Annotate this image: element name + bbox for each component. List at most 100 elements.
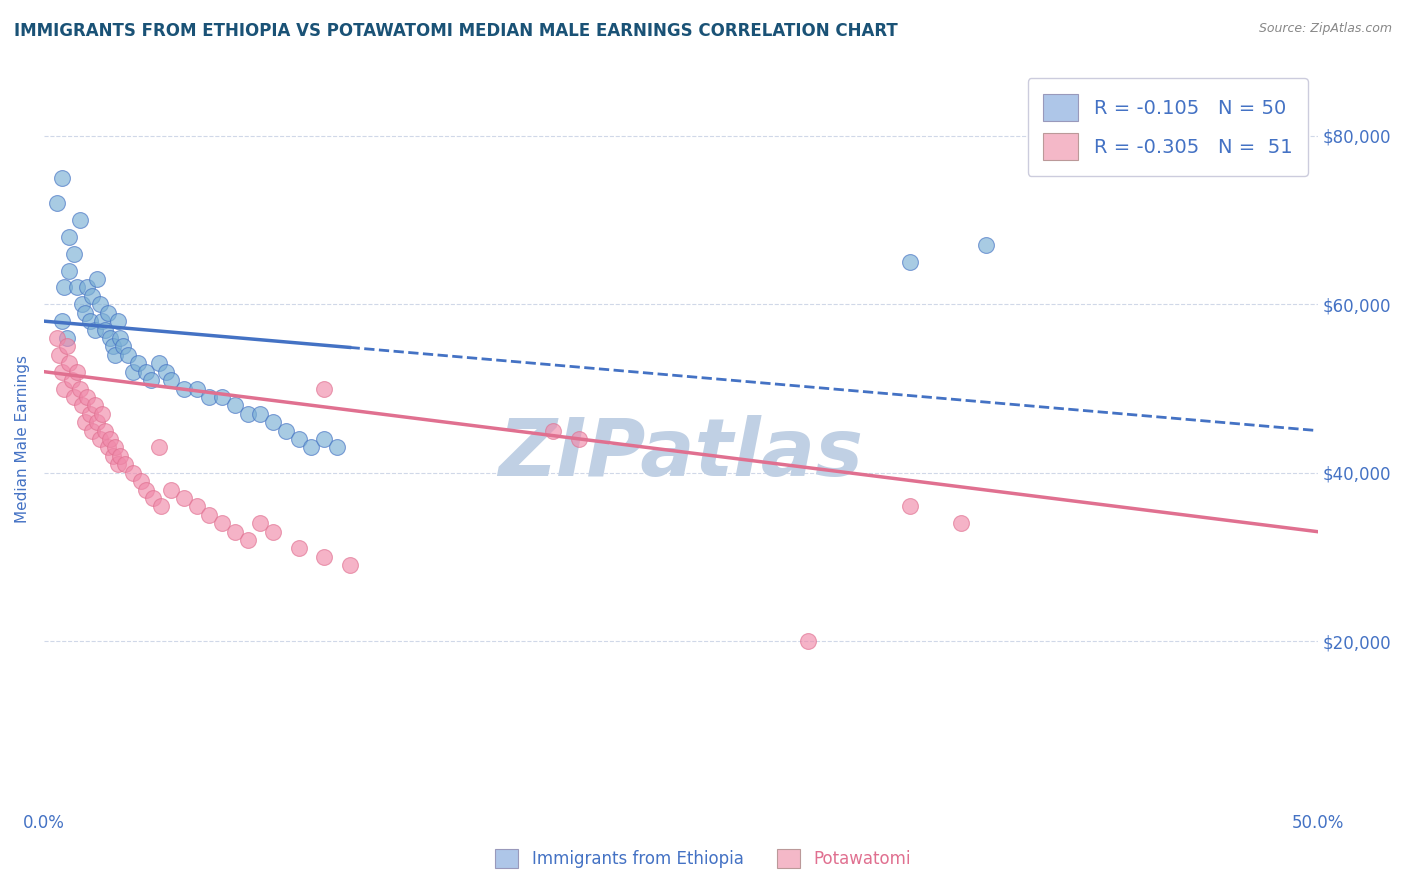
- Point: [89, 432, 111, 446]
- Point: [543, 424, 565, 438]
- Point: [53, 382, 76, 396]
- Point: [69, 382, 91, 396]
- Point: [110, 331, 132, 345]
- Point: [98, 432, 121, 446]
- Text: IMMIGRANTS FROM ETHIOPIA VS POTAWATOMI MEDIAN MALE EARNINGS CORRELATION CHART: IMMIGRANTS FROM ETHIOPIA VS POTAWATOMI M…: [14, 22, 898, 40]
- Point: [249, 516, 271, 531]
- Point: [76, 390, 98, 404]
- Point: [51, 365, 73, 379]
- Point: [89, 297, 111, 311]
- Point: [51, 314, 73, 328]
- Point: [160, 373, 183, 387]
- Point: [224, 524, 246, 539]
- Point: [56, 331, 79, 345]
- Point: [135, 483, 157, 497]
- Point: [79, 314, 101, 328]
- Point: [262, 415, 284, 429]
- Point: [104, 348, 127, 362]
- Point: [107, 314, 129, 328]
- Point: [98, 331, 121, 345]
- Point: [976, 238, 998, 252]
- Point: [949, 516, 972, 531]
- Point: [97, 441, 120, 455]
- Point: [58, 356, 80, 370]
- Point: [82, 289, 104, 303]
- Point: [198, 390, 221, 404]
- Point: [142, 491, 165, 505]
- Point: [129, 474, 152, 488]
- Legend: Immigrants from Ethiopia, Potawatomi: Immigrants from Ethiopia, Potawatomi: [488, 842, 918, 875]
- Point: [104, 441, 127, 455]
- Point: [53, 280, 76, 294]
- Point: [107, 458, 129, 472]
- Point: [186, 500, 208, 514]
- Point: [249, 407, 271, 421]
- Point: [339, 558, 361, 573]
- Point: [211, 390, 233, 404]
- Text: Source: ZipAtlas.com: Source: ZipAtlas.com: [1258, 22, 1392, 36]
- Point: [314, 382, 336, 396]
- Point: [139, 373, 162, 387]
- Point: [48, 348, 70, 362]
- Point: [91, 314, 114, 328]
- Point: [898, 255, 921, 269]
- Point: [58, 230, 80, 244]
- Point: [94, 424, 117, 438]
- Point: [797, 634, 820, 648]
- Point: [101, 449, 124, 463]
- Point: [224, 398, 246, 412]
- Point: [299, 441, 322, 455]
- Point: [148, 441, 170, 455]
- Point: [56, 339, 79, 353]
- Point: [287, 432, 309, 446]
- Point: [66, 280, 89, 294]
- Point: [73, 415, 96, 429]
- Point: [91, 407, 114, 421]
- Point: [160, 483, 183, 497]
- Point: [79, 407, 101, 421]
- Point: [60, 373, 83, 387]
- Point: [70, 398, 93, 412]
- Point: [86, 415, 108, 429]
- Point: [198, 508, 221, 522]
- Point: [274, 424, 297, 438]
- Point: [83, 398, 105, 412]
- Point: [83, 322, 105, 336]
- Point: [97, 306, 120, 320]
- Point: [70, 297, 93, 311]
- Point: [94, 322, 117, 336]
- Point: [58, 263, 80, 277]
- Point: [150, 500, 173, 514]
- Point: [51, 171, 73, 186]
- Point: [326, 441, 349, 455]
- Point: [211, 516, 233, 531]
- Point: [45, 331, 67, 345]
- Point: [45, 196, 67, 211]
- Point: [262, 524, 284, 539]
- Point: [82, 424, 104, 438]
- Point: [111, 339, 134, 353]
- Point: [114, 458, 136, 472]
- Legend: R = -0.105   N = 50, R = -0.305   N =  51: R = -0.105 N = 50, R = -0.305 N = 51: [1028, 78, 1308, 176]
- Point: [110, 449, 132, 463]
- Point: [86, 272, 108, 286]
- Point: [73, 306, 96, 320]
- Point: [127, 356, 149, 370]
- Point: [63, 390, 86, 404]
- Point: [101, 339, 124, 353]
- Point: [117, 348, 139, 362]
- Point: [69, 213, 91, 227]
- Point: [236, 407, 259, 421]
- Point: [155, 365, 177, 379]
- Point: [173, 382, 195, 396]
- Point: [236, 533, 259, 547]
- Point: [314, 432, 336, 446]
- Point: [66, 365, 89, 379]
- Point: [63, 247, 86, 261]
- Point: [122, 365, 145, 379]
- Point: [135, 365, 157, 379]
- Point: [898, 500, 921, 514]
- Y-axis label: Median Male Earnings: Median Male Earnings: [15, 355, 30, 523]
- Point: [122, 466, 145, 480]
- Point: [287, 541, 309, 556]
